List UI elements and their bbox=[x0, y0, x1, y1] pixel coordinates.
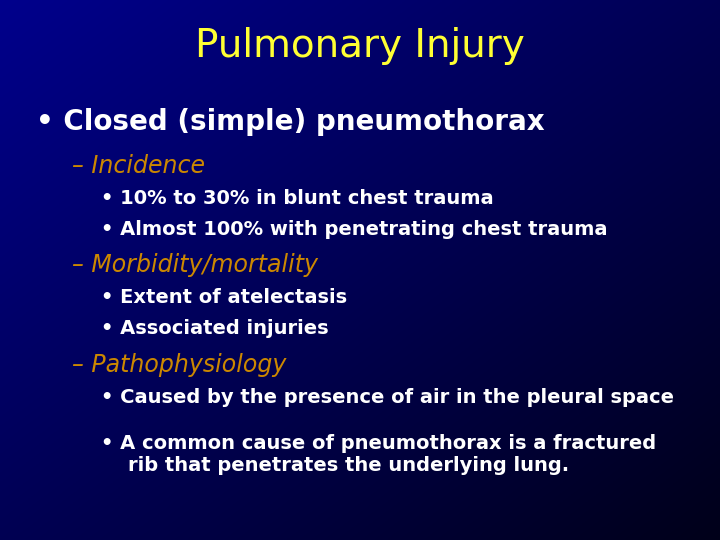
Text: – Incidence: – Incidence bbox=[72, 154, 205, 178]
Text: • Extent of atelectasis: • Extent of atelectasis bbox=[101, 288, 347, 307]
Text: – Morbidity/mortality: – Morbidity/mortality bbox=[72, 253, 318, 277]
Text: • A common cause of pneumothorax is a fractured
    rib that penetrates the unde: • A common cause of pneumothorax is a fr… bbox=[101, 434, 656, 475]
Text: • Associated injuries: • Associated injuries bbox=[101, 319, 328, 338]
Text: • Closed (simple) pneumothorax: • Closed (simple) pneumothorax bbox=[36, 108, 544, 136]
Text: Pulmonary Injury: Pulmonary Injury bbox=[195, 27, 525, 65]
Text: • Caused by the presence of air in the pleural space: • Caused by the presence of air in the p… bbox=[101, 388, 674, 407]
Text: • 10% to 30% in blunt chest trauma: • 10% to 30% in blunt chest trauma bbox=[101, 189, 493, 208]
Text: – Pathophysiology: – Pathophysiology bbox=[72, 353, 287, 376]
Text: • Almost 100% with penetrating chest trauma: • Almost 100% with penetrating chest tra… bbox=[101, 220, 607, 239]
